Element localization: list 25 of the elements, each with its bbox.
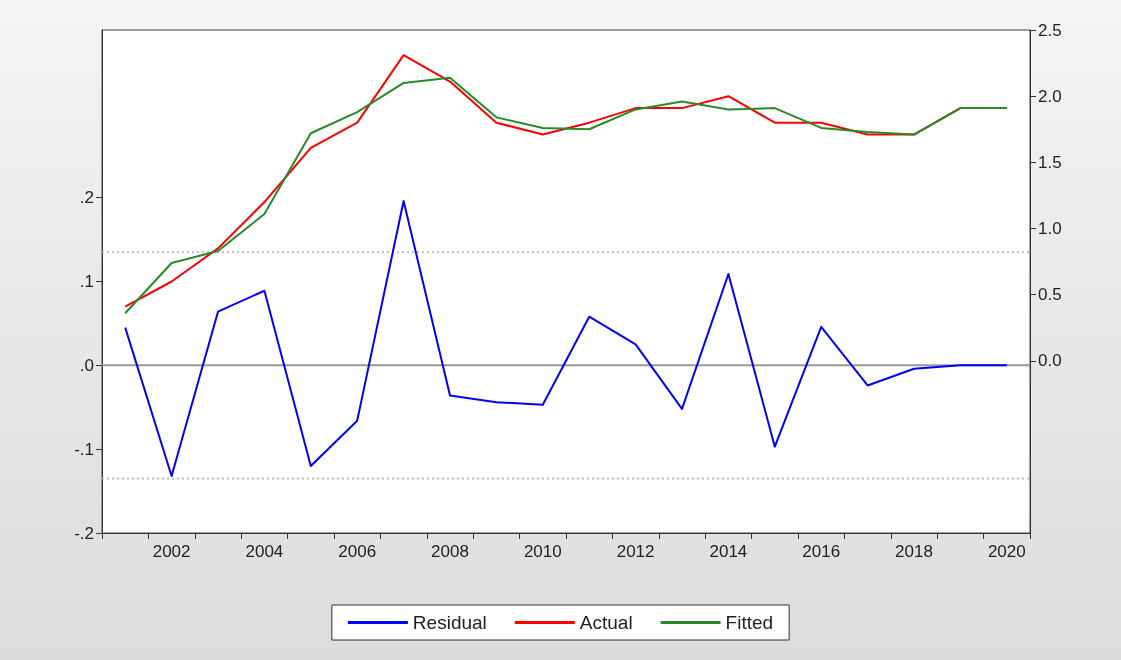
line-series [124,200,1008,477]
x-tick-label: 2018 [895,542,933,561]
x-tick-label: 2014 [709,542,748,561]
x-tick-label: 2002 [152,542,191,561]
y2-tick-label: 1.5 [1038,152,1062,172]
y-tick-label: .2 [79,188,94,208]
legend-label: Fitted [725,612,774,633]
y-tick-label: .1 [79,272,94,291]
x-tick-label: 2020 [987,542,1026,561]
x-tick-label: 2016 [802,542,841,561]
y2-tick-label: 0.0 [1038,351,1062,371]
y-tick-label: -.2 [74,523,94,543]
y2-tick-label: 0.5 [1038,285,1062,305]
x-tick-label: 2010 [523,542,562,561]
legend-label: Residual [412,612,487,633]
x-tick-label: 2006 [338,542,377,561]
x-tick-label: 2012 [616,542,655,561]
legend-label: Actual [579,612,633,633]
y-tick-label: -.1 [74,439,94,459]
y2-tick-label: 1.0 [1038,219,1062,239]
x-tick-label: 2008 [431,542,469,561]
y2-tick-label: 2.0 [1038,86,1062,106]
y-tick-label: .0 [79,355,94,375]
y2-tick-label: 2.5 [1038,20,1062,40]
x-tick-label: 2004 [245,542,284,561]
